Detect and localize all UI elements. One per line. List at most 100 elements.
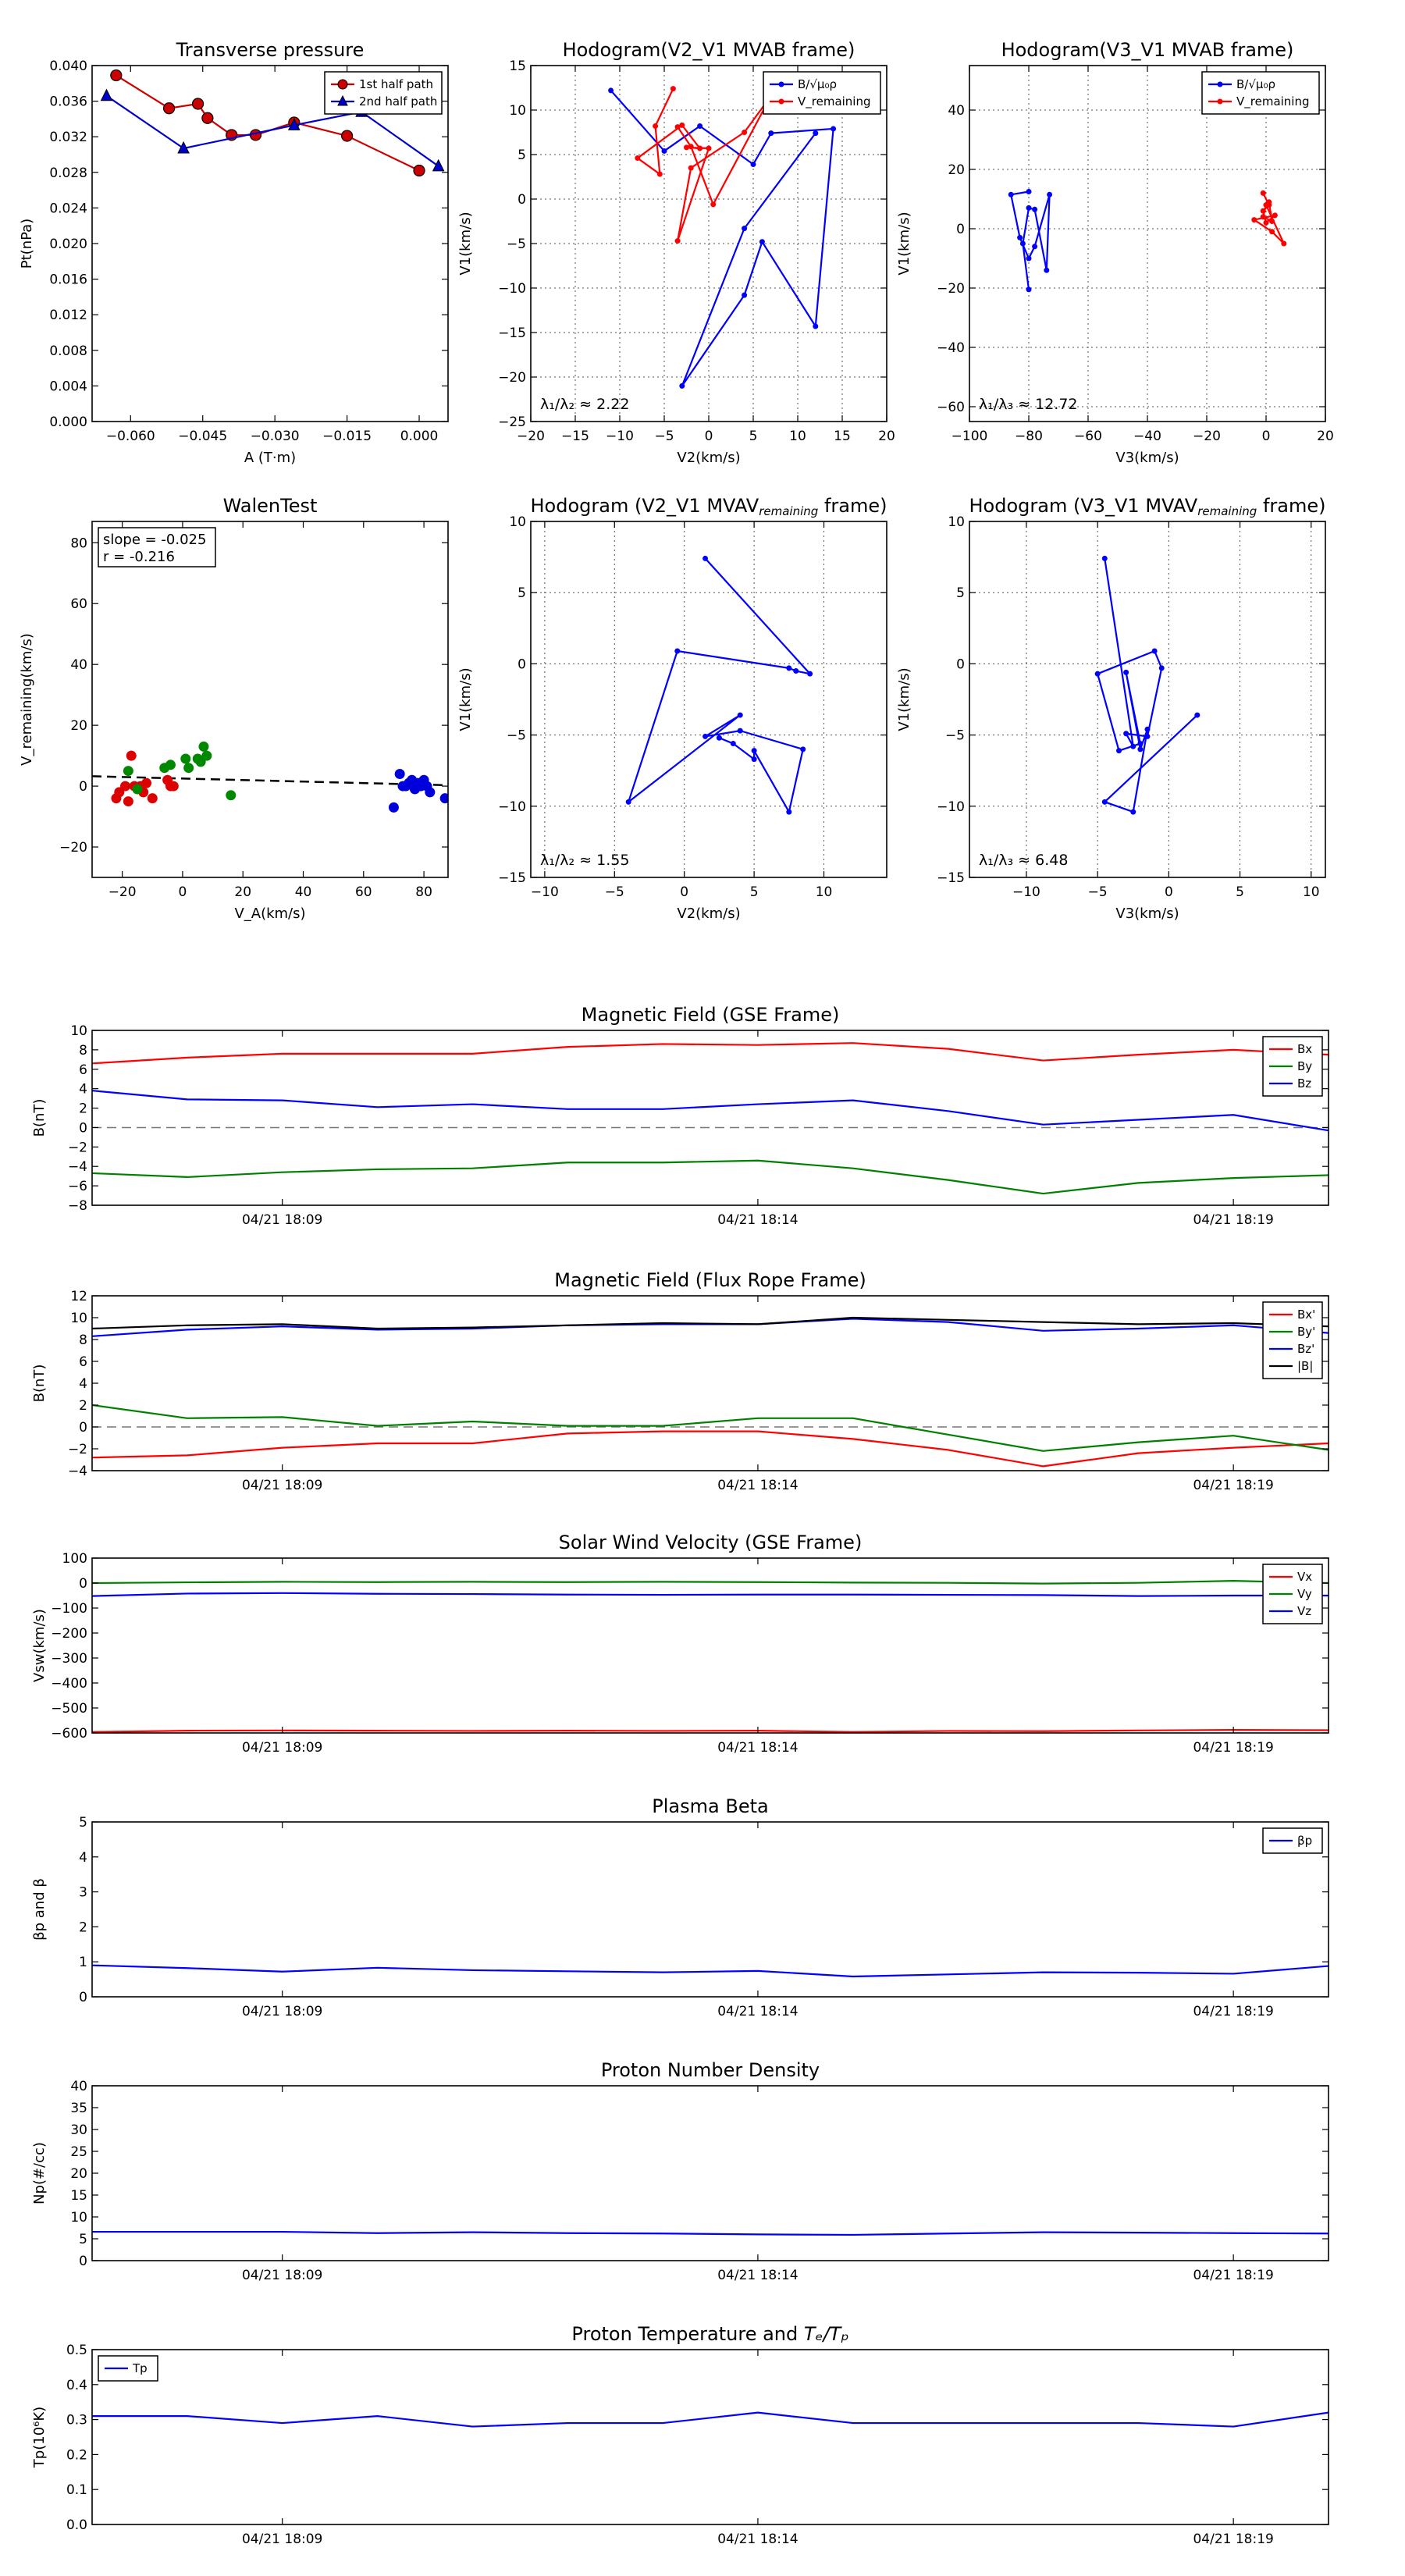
y-tick-label: 0 [518,656,526,672]
legend-label: By [1297,1059,1312,1073]
data-point [1260,190,1266,196]
y-tick-label: 10 [70,1311,87,1326]
data-point [608,87,614,94]
series-line-2 [92,1318,1329,1337]
y-tick-label: 1 [79,1955,87,1970]
data-point [1116,748,1122,754]
y-tick-label: 2 [79,1920,87,1935]
data-point [750,162,756,168]
y-tick-label: −40 [937,340,965,356]
y-tick-label: −5 [945,728,965,744]
legend-label: |B| [1297,1359,1313,1373]
data-point [1019,240,1026,247]
data-point [132,784,143,795]
plot-frame [91,521,449,878]
legend-box [324,71,443,115]
chart-c12: Proton Temperature and Tₑ/Tₚ 04/21 18:09 0… [31,2323,1329,2547]
y-tick-label: 40 [70,2079,87,2094]
x-tick-label: −20 [1193,429,1221,444]
data-point [162,102,176,115]
data-point [1032,244,1038,250]
data-point [813,130,819,137]
data-point [1101,799,1108,805]
chart-title: Hodogram(V2_V1 MVAB frame) [563,39,855,61]
x-tick-label: −10 [1012,884,1040,900]
series-line-0 [610,90,834,387]
y-tick-label: −10 [937,799,965,815]
data-point [702,555,709,561]
data-point [425,787,436,798]
y-tick-label: 60 [70,596,87,612]
data-point [123,766,133,777]
y-tick-label: −10 [498,281,526,297]
y-axis-label: Tp(10⁶K) [31,2407,48,2468]
data-point [742,292,748,298]
fit-line [92,775,448,787]
chart-title-main: Magnetic Field (Flux Rope Frame) [554,1269,866,1291]
data-point [100,88,113,101]
y-tick-label: −25 [498,415,526,430]
data-point [1269,219,1275,224]
data-point [751,756,757,763]
x-tick-label: 20 [878,429,895,444]
y-tick-label: −5 [507,237,526,252]
data-point [439,793,448,804]
legend-label: Bx [1297,1042,1312,1056]
chart-c3: Hodogram(V3_V1 MVAB frame) −100 −80 −60 −40 −… [896,39,1334,466]
legend-label: 2nd half path [359,94,437,109]
chart-title-sub: remaining [759,504,818,518]
x-tick-label: −15 [561,429,589,444]
data-point [759,239,765,245]
y-tick-label: 0.036 [49,94,87,110]
chart-c4: WalenTest −20 0 20 40 60 80 −20 0 20 40 60 80 V_A(km/… [19,495,449,922]
data-point [1026,286,1032,293]
data-point [710,201,717,208]
data-point [1026,205,1032,211]
legend-label: Vy [1297,1587,1312,1601]
x-tick-label: 5 [1236,884,1244,900]
series-line-0 [92,2230,1329,2236]
y-tick-label: 0.5 [66,2343,87,2358]
x-tick-label: 04/21 18:19 [1193,2268,1273,2283]
y-tick-label: −4 [68,1159,87,1175]
data-point [716,735,722,741]
x-tick-label: 04/21 18:14 [717,2268,798,2283]
y-tick-label: 20 [70,2166,87,2182]
legend-label: V_remaining [798,94,871,109]
chart-title-main: Plasma Beta [652,1795,768,1817]
data-point [165,760,176,770]
x-tick-label: 10 [789,429,806,444]
data-point [831,126,837,132]
data-point [688,165,694,171]
y-tick-label: 5 [79,2232,87,2247]
y-tick-label: 20 [948,162,965,178]
x-tick-label: 04/21 18:09 [242,1478,322,1493]
plot-data [92,1964,1329,1978]
y-tick-label: −20 [937,281,965,297]
data-point [751,748,757,754]
y-tick-label: −100 [51,1601,87,1617]
y-tick-label: 10 [509,514,526,530]
chart-title-main: Hodogram (V3_V1 MVAV [969,495,1198,517]
chart-title: Proton Temperature and Tₑ/Tₚ [571,2323,848,2345]
x-axis-label: V3(km/s) [1115,450,1179,466]
chart-c9: Solar Wind Velocity (GSE Frame) 04/21 18:… [31,1532,1329,1756]
y-tick-label: 10 [70,1023,87,1039]
plot-data [92,1042,1329,1195]
plot-frame [91,1295,1329,1471]
chart-title: Magnetic Field (GSE Frame) [582,1004,840,1026]
data-point [1123,731,1129,737]
y-tick-label: 0.020 [49,237,87,252]
y-tick-label: 0.012 [49,308,87,323]
data-point [168,781,179,792]
plot-data [92,741,448,813]
legend-label: Vx [1297,1570,1312,1584]
x-tick-label: 04/21 18:19 [1193,2004,1273,2019]
eigenvalue-ratio-label: λ₁/λ₂ ≈ 2.22 [540,396,629,413]
x-tick-label: 04/21 18:19 [1193,1212,1273,1228]
y-tick-label: 0 [518,192,526,208]
data-point [191,98,205,110]
x-axis-label: V_A(km/s) [234,906,305,922]
data-point [742,130,748,135]
y-tick-label: −300 [51,1651,87,1667]
